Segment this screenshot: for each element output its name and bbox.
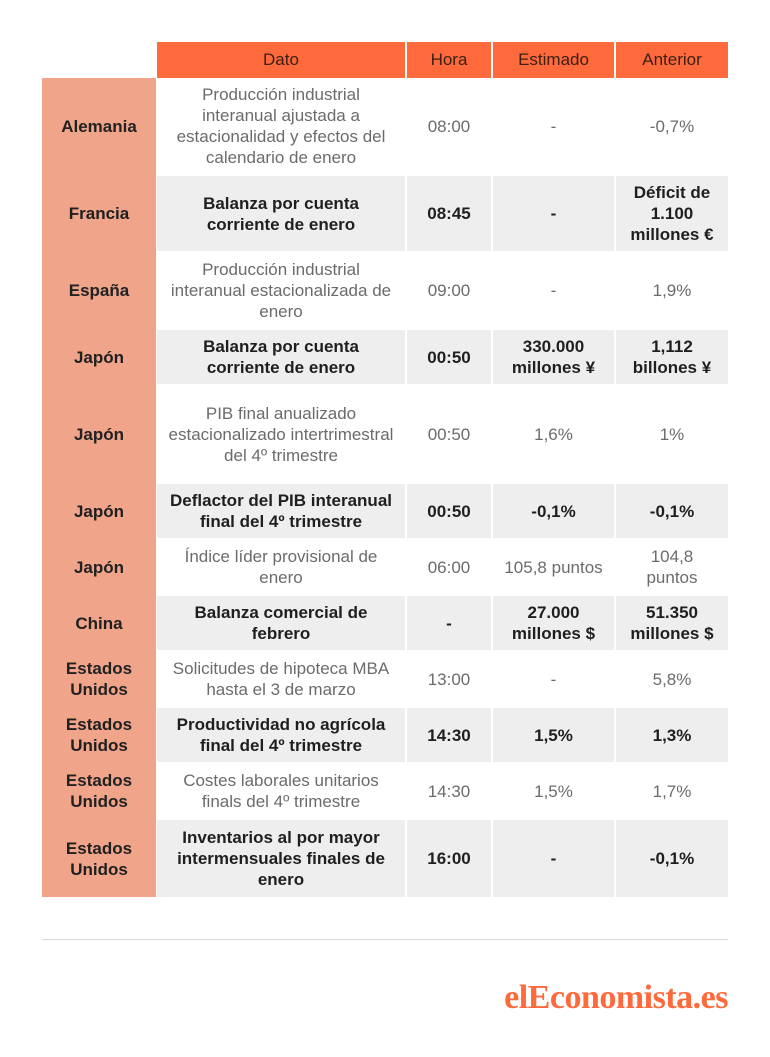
cell-anterior: 104,8 puntos	[646, 547, 698, 587]
table-row: Estados Unidos Solicitudes de hipoteca MB…	[42, 652, 728, 706]
cell-country: Japón	[73, 557, 125, 577]
table-row: Alemania Producción industrial interanual…	[42, 78, 728, 174]
cell-dato: Inventarios al por mayor intermensuales …	[157, 820, 405, 897]
cell-estimado: -	[550, 116, 557, 136]
header-anterior: Anterior	[616, 42, 728, 78]
cell-hora: 14:30	[407, 708, 491, 762]
cell-dato: Balanza comercial de febrero	[157, 596, 405, 650]
cell-estimado: -	[550, 281, 557, 300]
cell-country: Estados Unidos	[65, 771, 133, 811]
cell-country: Japón	[73, 347, 125, 367]
cell-estimado: -0,1%	[493, 484, 614, 538]
header-dato: Dato	[157, 42, 405, 78]
cell-dato: Costes laborales unitarios finals del 4º…	[183, 771, 379, 811]
cell-country: Alemania	[61, 116, 137, 136]
cell-dato: PIB final anualizado estacionalizado int…	[168, 403, 394, 465]
cell-anterior: -0,1%	[616, 484, 728, 538]
cell-estimado: 1,6%	[534, 424, 573, 444]
cell-anterior: 1,112 billones ¥	[616, 330, 728, 384]
cell-dato: Producción industrial interanual ajustad…	[176, 85, 386, 167]
cell-dato: Balanza por cuenta corriente de enero	[157, 330, 405, 384]
cell-dato: Balanza por cuenta corriente de enero	[157, 176, 405, 251]
table-row: España Producción industrial interanual e…	[42, 253, 728, 328]
cell-anterior: 1,3%	[616, 708, 728, 762]
cell-dato: Solicitudes de hipoteca MBA hasta el 3 d…	[172, 659, 390, 699]
table-row: Japón Deflactor del PIB interanual final …	[42, 484, 728, 538]
cell-hora: 08:00	[427, 116, 471, 136]
cell-dato: Producción industrial interanual estacio…	[170, 260, 392, 321]
table-row: Estados Unidos Productividad no agrícola …	[42, 708, 728, 762]
cell-estimado: 1,5%	[493, 708, 614, 762]
cell-dato: Productividad no agrícola final del 4º t…	[157, 708, 405, 762]
cell-anterior: 5,8%	[652, 669, 692, 689]
cell-estimado: 27.000 millones $	[493, 596, 614, 650]
footer-divider	[42, 939, 728, 940]
table-row: Estados Unidos Costes laborales unitarios…	[42, 764, 728, 818]
country-column	[42, 78, 156, 897]
cell-anterior: Déficit de 1.100 millones €	[616, 176, 728, 251]
cell-dato: Deflactor del PIB interanual final del 4…	[157, 484, 405, 538]
cell-country: Estados Unidos	[65, 659, 133, 699]
eleconomista-logo: elEconomista.es	[504, 979, 728, 1016]
cell-estimado: -	[550, 669, 557, 689]
cell-dato: Índice líder provisional de enero	[184, 547, 378, 587]
cell-anterior: -0,7%	[649, 116, 695, 136]
table-row: Francia Balanza por cuenta corriente de e…	[42, 176, 728, 251]
cell-country: Francia	[68, 204, 130, 223]
cell-country: Estados Unidos	[65, 715, 133, 755]
table-row: China Balanza comercial de febrero -27.000…	[42, 596, 728, 650]
cell-estimado: 330.000 millones ¥	[493, 330, 614, 384]
cell-anterior: 1,7%	[652, 781, 692, 801]
cell-hora: 16:00	[407, 820, 491, 897]
cell-hora: 14:30	[427, 781, 471, 801]
cell-country: Japón	[73, 424, 125, 444]
table-row: Japón PIB final anualizado estacionalizad…	[42, 386, 728, 482]
cell-estimado: 1,5%	[534, 781, 573, 801]
cell-hora: 00:50	[407, 484, 491, 538]
cell-anterior: 1%	[659, 424, 685, 444]
header-estimado: Estimado	[493, 42, 614, 78]
table-row: Japón Índice líder provisional de enero 06…	[42, 540, 728, 594]
table-row: Japón Balanza por cuenta corriente de ene…	[42, 330, 728, 384]
cell-hora: -	[407, 596, 491, 650]
cell-anterior: 51.350 millones $	[616, 596, 728, 650]
cell-hora: 13:00	[427, 669, 471, 689]
cell-anterior: 1,9%	[652, 281, 692, 300]
cell-hora: 00:50	[407, 330, 491, 384]
cell-hora: 09:00	[427, 281, 471, 300]
cell-estimado: -	[493, 176, 614, 251]
cell-country: China	[75, 613, 123, 633]
cell-country: Estados Unidos	[65, 838, 133, 879]
table-row: Estados Unidos Inventarios al por mayor i…	[42, 820, 728, 897]
header-hora: Hora	[407, 42, 491, 78]
cell-estimado: -	[493, 820, 614, 897]
cell-country: España	[68, 281, 130, 300]
cell-country: Japón	[73, 501, 125, 521]
cell-estimado: 105,8 puntos	[504, 557, 603, 577]
cell-hora: 08:45	[407, 176, 491, 251]
cell-anterior: -0,1%	[616, 820, 728, 897]
cell-hora: 00:50	[427, 424, 471, 444]
cell-hora: 06:00	[427, 557, 471, 577]
